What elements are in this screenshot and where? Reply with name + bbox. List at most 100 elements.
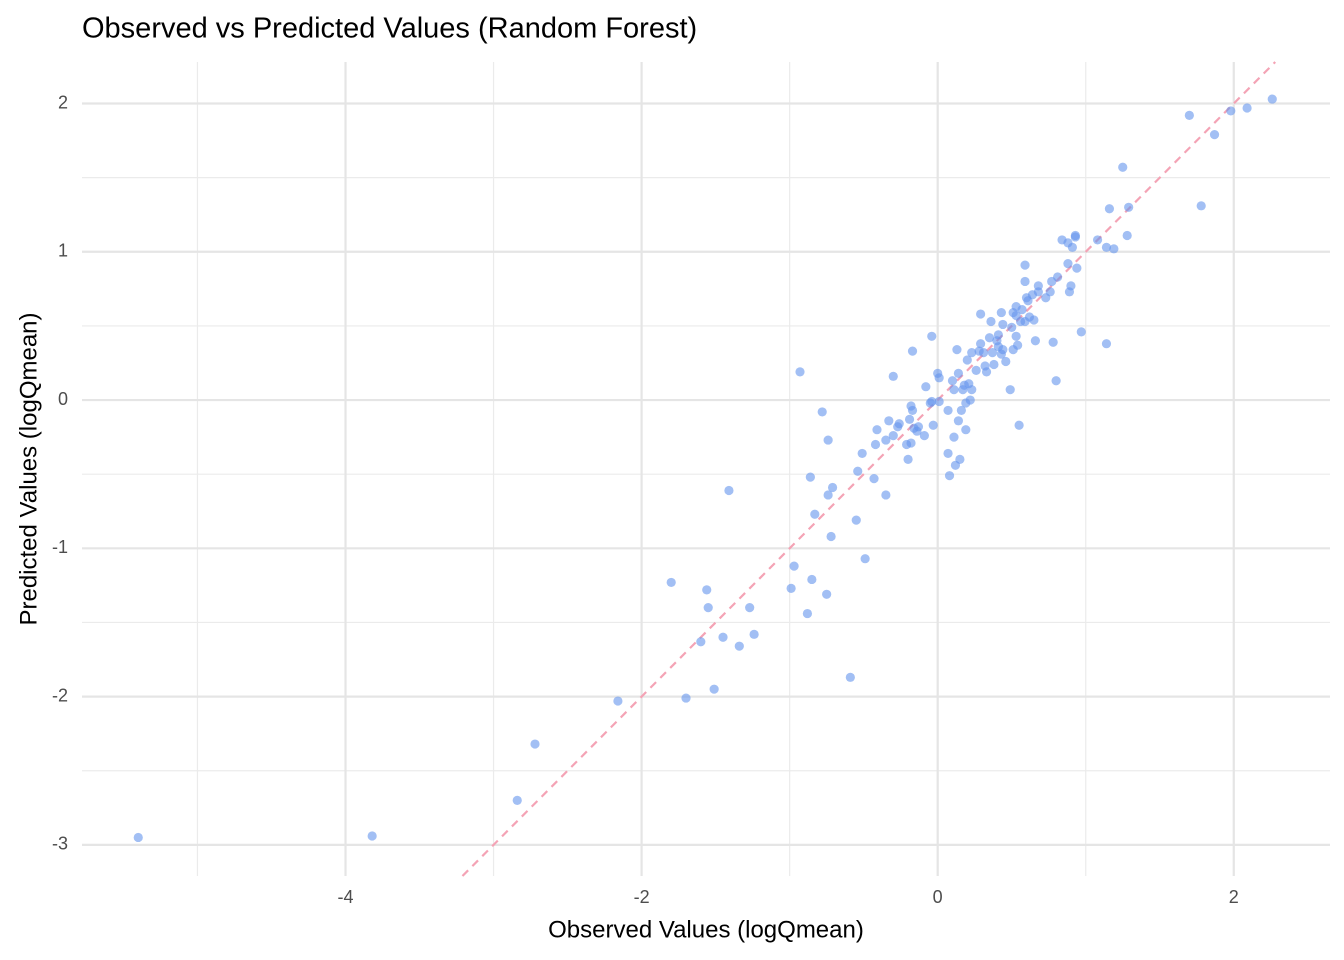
point <box>1014 420 1024 430</box>
point <box>928 420 938 430</box>
reference-line <box>461 61 1277 877</box>
point <box>949 432 959 442</box>
point <box>807 574 817 585</box>
point <box>961 425 971 435</box>
y-tick-label: -1 <box>52 537 68 557</box>
point <box>998 345 1008 355</box>
point <box>978 348 989 358</box>
point <box>956 405 966 416</box>
point <box>512 795 522 805</box>
point <box>1067 242 1078 252</box>
x-tick-label: 2 <box>1229 887 1239 907</box>
point <box>734 641 744 651</box>
point <box>1070 232 1080 242</box>
y-tick-label: -2 <box>52 685 68 705</box>
point <box>952 345 962 355</box>
point <box>989 359 999 370</box>
point <box>745 603 755 613</box>
point <box>872 425 882 435</box>
point <box>976 309 986 319</box>
point <box>907 405 918 416</box>
point <box>860 554 870 564</box>
point <box>1005 385 1015 395</box>
point <box>934 373 944 383</box>
point <box>749 629 759 639</box>
point <box>795 367 805 377</box>
point <box>709 684 719 694</box>
point <box>1013 340 1023 350</box>
point <box>718 632 728 642</box>
point <box>1267 94 1277 104</box>
point <box>845 672 855 682</box>
point <box>851 515 861 525</box>
point <box>1020 276 1030 287</box>
x-tick-label: 0 <box>933 887 943 907</box>
point <box>1033 281 1043 291</box>
point <box>888 431 898 441</box>
point <box>666 577 676 588</box>
point <box>1092 235 1103 245</box>
point <box>1104 204 1115 214</box>
point <box>986 316 996 327</box>
point <box>1076 327 1086 337</box>
point <box>1007 322 1017 333</box>
point <box>907 346 918 356</box>
point <box>1101 339 1112 349</box>
point <box>1226 106 1236 116</box>
point <box>826 531 836 542</box>
point <box>530 739 540 749</box>
point <box>881 435 891 445</box>
point <box>1122 230 1132 241</box>
point <box>927 331 937 341</box>
point <box>823 435 833 445</box>
point <box>947 376 958 386</box>
point <box>703 603 713 613</box>
point <box>1020 260 1030 270</box>
point <box>984 333 995 343</box>
point <box>888 371 898 381</box>
point <box>962 355 972 365</box>
point <box>367 831 377 841</box>
point <box>1072 263 1082 273</box>
point <box>869 474 879 484</box>
point <box>1048 337 1058 347</box>
point <box>786 583 796 593</box>
x-tick-label: -2 <box>634 887 650 907</box>
point <box>919 431 929 441</box>
point <box>1017 305 1027 315</box>
y-tick-label: -3 <box>52 834 68 854</box>
point <box>1118 162 1128 172</box>
x-tick-label: -4 <box>338 887 354 907</box>
point <box>955 454 965 464</box>
y-tick-label: 2 <box>58 92 68 112</box>
point <box>976 339 986 349</box>
point <box>965 395 975 405</box>
point <box>1242 103 1252 113</box>
point <box>1051 376 1061 386</box>
point <box>971 365 981 376</box>
point <box>1030 336 1040 346</box>
point <box>993 330 1003 340</box>
point <box>802 608 813 619</box>
point <box>906 438 916 448</box>
point <box>805 472 815 482</box>
point <box>927 396 937 407</box>
point <box>853 466 863 476</box>
chart-title: Observed vs Predicted Values (Random For… <box>82 13 697 45</box>
point <box>133 832 143 843</box>
point <box>903 454 913 464</box>
point <box>949 385 959 395</box>
point <box>998 319 1008 330</box>
point <box>789 561 799 571</box>
point <box>996 307 1006 318</box>
point <box>1196 201 1206 211</box>
point <box>857 448 867 459</box>
y-axis-title: Predicted Values (logQmean) <box>15 312 42 625</box>
x-axis-title: Observed Values (logQmean) <box>548 916 864 943</box>
point <box>934 396 944 407</box>
point <box>823 490 833 500</box>
point <box>1109 244 1119 254</box>
point <box>613 696 623 706</box>
y-tick-label: 0 <box>58 389 68 409</box>
point <box>981 367 992 377</box>
